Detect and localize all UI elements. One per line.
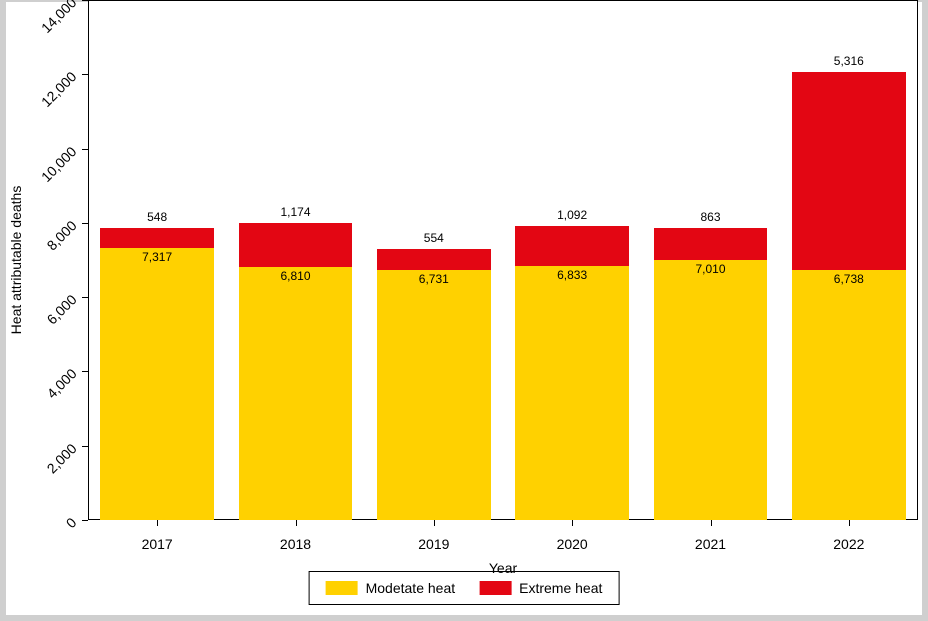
x-tick-label: 2019 <box>418 536 449 552</box>
x-tick <box>711 520 712 526</box>
bar-segment-moderate <box>239 267 352 520</box>
y-tick <box>82 446 88 447</box>
legend-label: Extreme heat <box>519 580 602 596</box>
bar-inner-label-moderate: 6,738 <box>792 272 905 286</box>
y-tick <box>82 297 88 298</box>
bar-segment-moderate <box>515 266 628 520</box>
right-margin-strip <box>922 0 928 621</box>
bar-group: 7,010863 <box>654 228 767 520</box>
y-tick <box>82 0 88 1</box>
bar-segment-moderate <box>792 270 905 520</box>
bar-group: 6,731554 <box>377 249 490 520</box>
y-tick-label: 0 <box>63 514 80 531</box>
bar-group: 7,317548 <box>100 228 213 520</box>
legend-label: Modetate heat <box>366 580 456 596</box>
x-tick <box>849 520 850 526</box>
bar-group: 6,7385,316 <box>792 72 905 520</box>
bar-top-label-extreme: 863 <box>654 210 767 224</box>
y-tick-label: 8,000 <box>44 217 80 253</box>
legend-item: Modetate heat <box>326 580 456 596</box>
bar-inner-label-moderate: 6,731 <box>377 272 490 286</box>
y-tick-label: 4,000 <box>44 366 80 402</box>
bar-top-label-extreme: 1,092 <box>515 208 628 222</box>
x-tick-label: 2020 <box>557 536 588 552</box>
bar-inner-label-moderate: 6,810 <box>239 269 352 283</box>
y-tick <box>82 520 88 521</box>
bar-segment-moderate <box>654 260 767 520</box>
y-tick <box>82 223 88 224</box>
bar-top-label-extreme: 554 <box>377 231 490 245</box>
y-tick-label: 2,000 <box>44 440 80 476</box>
bar-inner-label-moderate: 6,833 <box>515 268 628 282</box>
y-axis-title: Heat attributable deaths <box>8 186 24 335</box>
plot-area: 7,3175486,8101,1746,7315546,8331,0927,01… <box>88 0 918 520</box>
bar-segment-extreme <box>377 249 490 270</box>
y-tick-label: 10,000 <box>38 143 80 185</box>
bar-segment-extreme <box>654 228 767 260</box>
heat-deaths-stacked-bar-chart: 7,3175486,8101,1746,7315546,8331,0927,01… <box>0 0 928 621</box>
legend-item: Extreme heat <box>479 580 602 596</box>
x-tick <box>296 520 297 526</box>
x-tick <box>434 520 435 526</box>
bar-inner-label-moderate: 7,010 <box>654 262 767 276</box>
x-tick-label: 2017 <box>142 536 173 552</box>
bar-segment-moderate <box>100 248 213 520</box>
x-tick-label: 2018 <box>280 536 311 552</box>
legend-swatch <box>479 581 511 595</box>
x-tick-label: 2021 <box>695 536 726 552</box>
bar-top-label-extreme: 548 <box>100 210 213 224</box>
y-tick <box>82 149 88 150</box>
bar-group: 6,8331,092 <box>515 226 628 520</box>
bar-segment-extreme <box>515 226 628 267</box>
y-tick <box>82 371 88 372</box>
legend-swatch <box>326 581 358 595</box>
bar-group: 6,8101,174 <box>239 223 352 520</box>
x-tick-label: 2022 <box>833 536 864 552</box>
y-tick-label: 6,000 <box>44 291 80 327</box>
y-tick-label: 12,000 <box>38 69 80 111</box>
bar-top-label-extreme: 5,316 <box>792 54 905 68</box>
x-tick <box>572 520 573 526</box>
bottom-margin-strip <box>0 615 928 621</box>
bar-segment-extreme <box>239 223 352 267</box>
bar-segment-extreme <box>792 72 905 269</box>
y-tick-label: 14,000 <box>38 0 80 36</box>
x-tick <box>157 520 158 526</box>
left-margin-strip <box>0 0 6 621</box>
bar-inner-label-moderate: 7,317 <box>100 250 213 264</box>
bar-segment-extreme <box>100 228 213 248</box>
bar-segment-moderate <box>377 270 490 520</box>
bar-top-label-extreme: 1,174 <box>239 205 352 219</box>
legend: Modetate heat Extreme heat <box>309 571 620 605</box>
y-tick <box>82 74 88 75</box>
